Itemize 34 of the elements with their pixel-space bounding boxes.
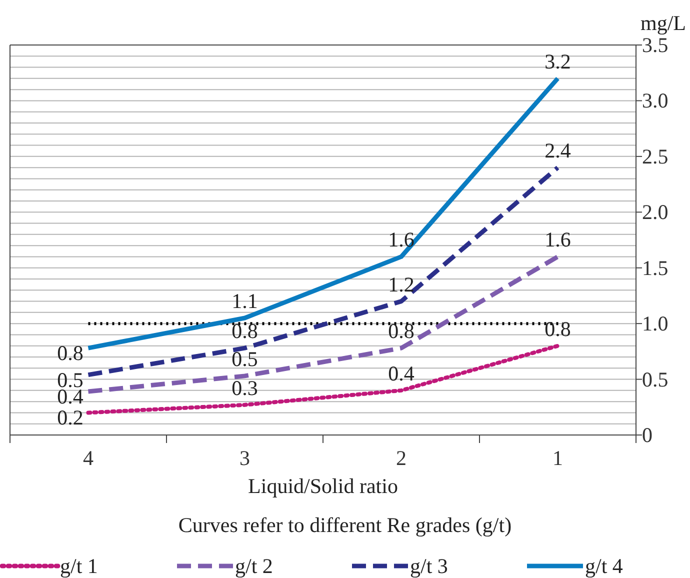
legend-label: g/t 3 [410, 554, 448, 578]
y-axis-title: mg/L [640, 11, 686, 35]
data-label: 2.4 [544, 138, 572, 163]
x-tick-label: 1 [552, 446, 563, 470]
y-tick-label: 2.0 [642, 200, 668, 224]
y-tick-label: 0.5 [642, 367, 668, 392]
data-label: 0.8 [57, 341, 84, 366]
line-series [86, 344, 560, 415]
x-axis-title: Liquid/Solid ratio [248, 474, 398, 498]
x-tick-label: 3 [240, 446, 250, 470]
x-tick-label: 4 [83, 446, 94, 470]
data-label: 0.8 [232, 319, 258, 344]
y-tick-label: 2.5 [642, 144, 668, 168]
data-label: 0.5 [232, 346, 258, 371]
data-label: 1.6 [388, 228, 414, 252]
data-label: 0.4 [388, 361, 415, 386]
y-tick-label: 1.5 [642, 256, 668, 280]
data-label: 1.6 [544, 228, 571, 252]
y-tick-label: 1.0 [642, 312, 668, 336]
legend-title: Curves refer to different Re grades (g/t) [178, 513, 512, 537]
data-label: 1.2 [388, 272, 414, 296]
data-label: 3.2 [544, 49, 571, 74]
data-label: 0.2 [57, 406, 84, 430]
y-tick-label: 3.5 [642, 33, 668, 57]
legend-label: g/t 2 [235, 554, 273, 578]
data-label: 0.3 [232, 376, 258, 400]
y-tick-label: 3.0 [642, 88, 668, 113]
x-tick-label: 2 [396, 446, 406, 470]
data-label: 0.8 [544, 316, 571, 341]
legend-label: g/t 4 [585, 554, 624, 578]
legend-label: g/t 1 [60, 554, 98, 578]
data-label: 0.8 [388, 319, 414, 344]
y-tick-label: 0 [642, 423, 652, 447]
data-label: 1.1 [232, 289, 258, 313]
